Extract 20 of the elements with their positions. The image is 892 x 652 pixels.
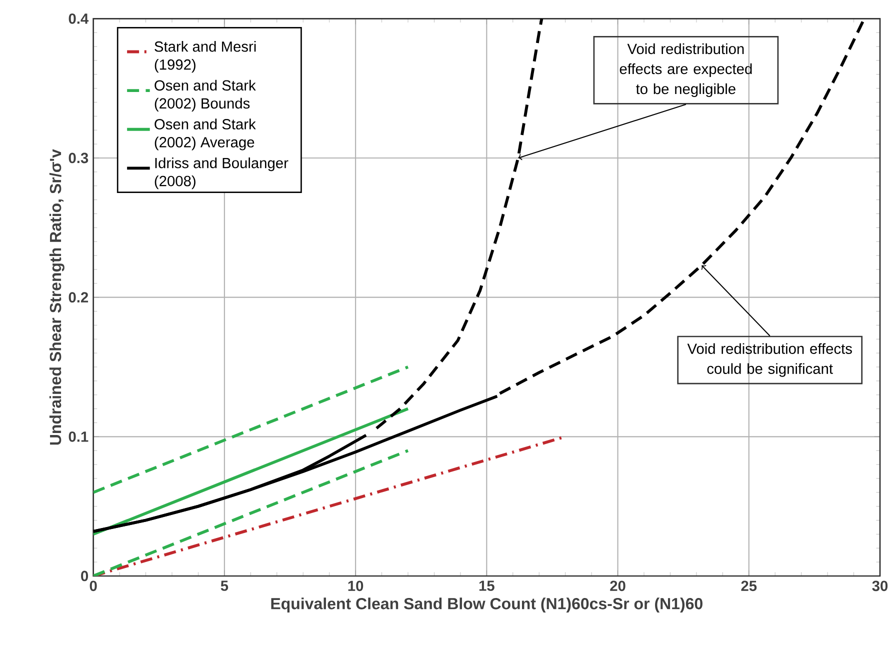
y-tick-label: 0.2 <box>68 292 88 303</box>
x-tick-label: 15 <box>479 580 494 591</box>
y-tick-label: 0.1 <box>68 431 88 442</box>
y-tick-label: 0.3 <box>68 152 88 164</box>
legend-label: Osen and Stark (2002) Average <box>154 118 256 150</box>
legend-label: Stark and Mesri (1992) <box>154 41 256 73</box>
legend-label: Idriss and Boulanger (2008) <box>154 157 288 190</box>
y-tick-label: 0.4 <box>68 13 89 24</box>
x-tick-label: 25 <box>741 580 757 592</box>
annotation: Void redistribution effects could be significant <box>687 343 852 377</box>
legend-label: Osen and Stark (2002) Bounds <box>154 80 256 112</box>
x-tick-label: 30 <box>872 580 888 592</box>
x-tick-label: 20 <box>610 580 626 592</box>
annotation: Void redistribution effects are expected to be negligible <box>620 43 752 98</box>
x-tick-label: 0 <box>90 580 97 592</box>
y-axis-title: Undrained Shear Strength Ratio, Sr/σ'v <box>49 149 64 445</box>
x-tick-label: 5 <box>220 580 228 591</box>
x-axis-title: Equivalent Clean Sand Blow Count (N1)60cs-Sr or (N1)60 <box>271 598 702 613</box>
x-tick-label: 10 <box>348 580 364 592</box>
y-tick-label: 0 <box>81 570 88 582</box>
